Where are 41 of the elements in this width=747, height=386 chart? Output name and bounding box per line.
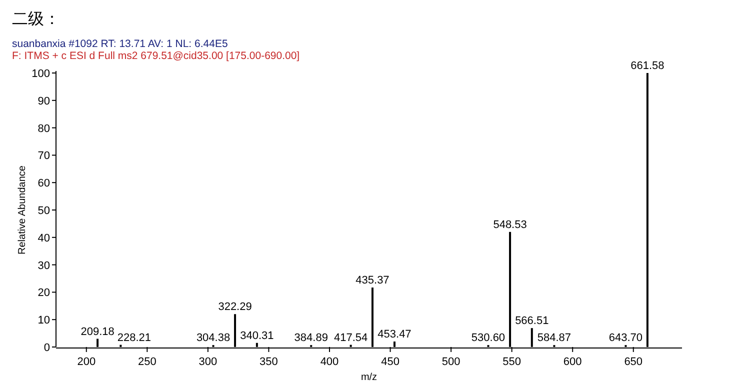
annotation: 322.29	[218, 301, 252, 314]
annotation: 643.70	[608, 332, 643, 344]
y-tick-label: 0	[44, 342, 50, 354]
annotation: 384.89	[294, 332, 328, 344]
text: F: ITMS + c ESI d Full ms2 679.51@cid35.00 [175.00-690.00]	[12, 50, 300, 62]
annotation: 530.60	[471, 332, 506, 344]
annotation: 584.87	[537, 332, 572, 344]
annotation: 228.21	[117, 332, 152, 344]
y-tick-label: 60	[38, 178, 50, 190]
chart-title: 二级：	[12, 9, 60, 28]
annotation: 304.38	[196, 332, 230, 344]
y-tick-label: 100	[32, 68, 50, 80]
x-tick-label: 650	[624, 356, 643, 368]
y-tick-label: 20	[38, 287, 50, 300]
x-tick-label: 300	[198, 356, 218, 368]
x-tick-label: 450	[381, 356, 400, 368]
y-tick-label: 50	[38, 205, 50, 217]
annotation: 340.31	[240, 330, 274, 342]
y-tick-label: 70	[38, 150, 50, 162]
annotation: 417.54	[334, 332, 368, 344]
annotation: 453.47	[378, 328, 412, 341]
y-tick-label: 30	[38, 260, 50, 272]
y-tick-label: 80	[38, 122, 50, 135]
annotation: 209.18	[80, 326, 114, 338]
x-tick-label: 600	[563, 356, 582, 368]
annotation: 566.51	[515, 315, 549, 328]
x-tick-label: 500	[442, 356, 460, 368]
annotation: 435.37	[356, 274, 390, 287]
x-tick-label: 200	[77, 356, 96, 368]
x-tick-label: 550	[502, 356, 522, 368]
x-tick-label: 350	[260, 356, 278, 368]
y-axis-title: Relative Abundance	[17, 165, 28, 254]
chart-subtitle: suanbanxia #1092 RT: 13.71 AV: 1 NL: 6.44E5	[12, 38, 228, 50]
y-tick-label: 90	[38, 95, 50, 108]
x-axis-title: m/z	[360, 372, 378, 383]
annotation: 548.53	[493, 218, 527, 231]
x-tick-label: 400	[320, 356, 339, 368]
y-tick-label: 40	[38, 232, 50, 244]
x-tick-label: 250	[138, 356, 156, 368]
y-tick-label: 10	[38, 314, 50, 327]
annotation: 661.58	[630, 60, 664, 72]
